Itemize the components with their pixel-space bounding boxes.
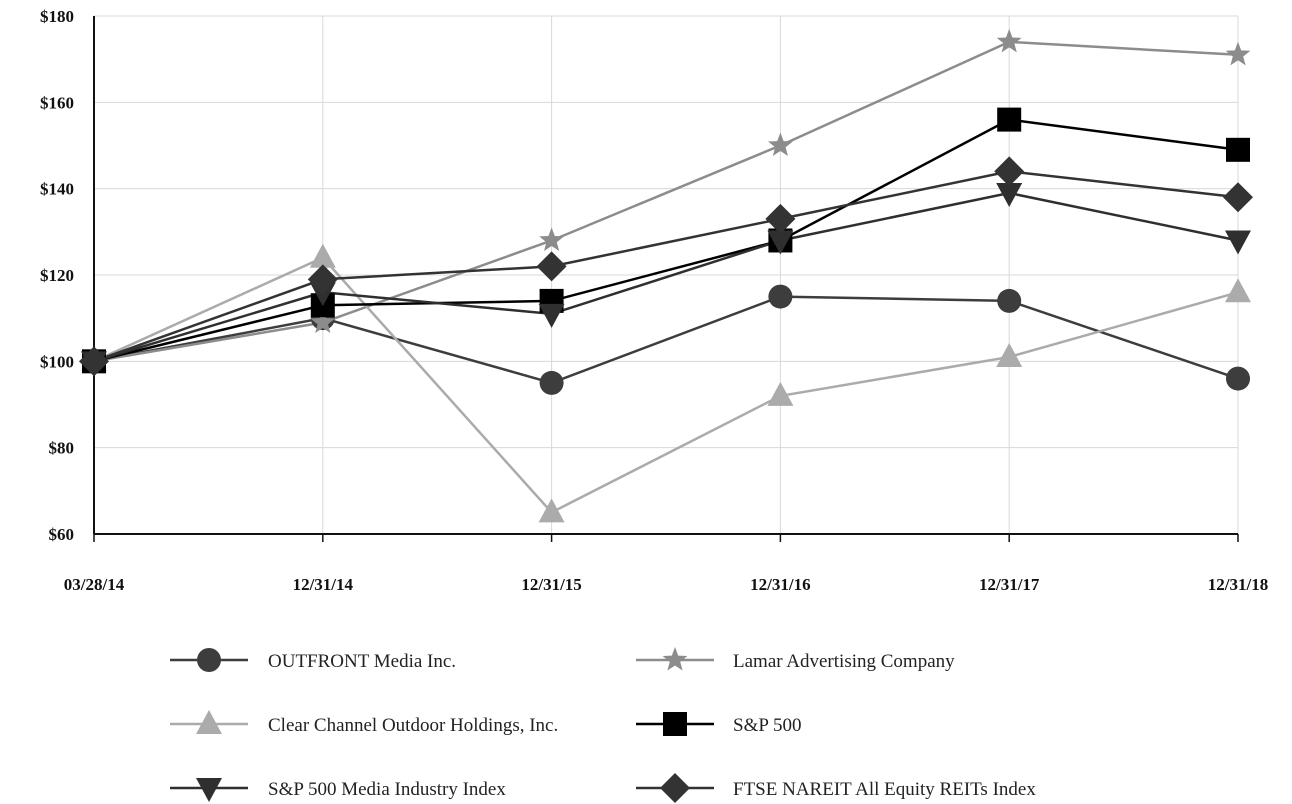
legend-label: Lamar Advertising Company — [733, 651, 955, 672]
legend-label: S&P 500 Media Industry Index — [268, 779, 506, 800]
series-s-p-500-media-industry-index — [94, 193, 1238, 361]
data-point — [539, 304, 565, 328]
data-point — [310, 244, 336, 268]
legend: OUTFRONT Media Inc. Lamar Advertising Com… — [170, 647, 1036, 803]
x-tick-label: 03/28/14 — [64, 575, 125, 594]
x-axis-ticks: 03/28/14 12/31/14 12/31/15 12/31/16 12/31/17… — [64, 575, 1268, 594]
legend-item: OUTFRONT Media Inc. — [170, 648, 456, 672]
y-axis-ticks: $60 $80 $100 $120 $140 $160 $180 — [40, 7, 74, 544]
y-tick-label: $180 — [40, 7, 74, 26]
legend-label: FTSE NAREIT All Equity REITs Index — [733, 779, 1036, 800]
x-tick-label: 12/31/16 — [750, 575, 810, 594]
legend-item: S&P 500 — [636, 712, 801, 736]
data-point — [1225, 278, 1251, 302]
data-point — [994, 156, 1024, 186]
legend-marker — [663, 712, 687, 736]
y-tick-label: $120 — [40, 266, 74, 285]
series-line — [94, 193, 1238, 361]
data-point — [537, 251, 567, 281]
legend-label: OUTFRONT Media Inc. — [268, 651, 456, 672]
data-point — [1226, 367, 1250, 391]
legend-label: Clear Channel Outdoor Holdings, Inc. — [268, 715, 558, 736]
markers-clear-channel-outdoor-holdings-inc — [81, 244, 1251, 523]
legend-item: FTSE NAREIT All Equity REITs Index — [636, 773, 1036, 803]
gridlines — [94, 16, 1238, 534]
series-line — [94, 258, 1238, 513]
legend-marker — [196, 778, 222, 802]
y-tick-label: $60 — [49, 525, 75, 544]
axes — [94, 16, 1238, 542]
y-tick-label: $160 — [40, 93, 74, 112]
legend-item: S&P 500 Media Industry Index — [170, 778, 506, 802]
markers-s-p-500-media-industry-index — [81, 183, 1251, 375]
y-tick-label: $140 — [40, 180, 74, 199]
legend-marker — [663, 647, 688, 671]
x-tick-label: 12/31/18 — [1208, 575, 1268, 594]
series-s-p-500 — [94, 120, 1238, 362]
y-tick-label: $80 — [49, 439, 75, 458]
markers-ftse-nareit-all-equity-reits-index — [79, 156, 1253, 376]
series-line — [94, 42, 1238, 361]
data-point — [997, 289, 1021, 313]
data-point — [1225, 230, 1251, 254]
series-lamar-advertising-company — [94, 42, 1238, 361]
data-point — [1223, 182, 1253, 212]
series-group — [79, 29, 1253, 523]
data-point — [540, 371, 564, 395]
series-line — [94, 120, 1238, 362]
legend-marker — [197, 648, 221, 672]
series-clear-channel-outdoor-holdings-inc — [94, 258, 1238, 513]
y-tick-label: $100 — [40, 352, 74, 371]
data-point — [997, 108, 1021, 132]
legend-item: Clear Channel Outdoor Holdings, Inc. — [170, 710, 558, 736]
data-point — [768, 285, 792, 309]
legend-item: Lamar Advertising Company — [636, 647, 955, 672]
legend-marker — [196, 710, 222, 734]
legend-marker — [660, 773, 690, 803]
x-tick-label: 12/31/14 — [293, 575, 354, 594]
x-tick-label: 12/31/15 — [521, 575, 581, 594]
data-point — [1226, 138, 1250, 162]
legend-label: S&P 500 — [733, 715, 801, 736]
x-tick-label: 12/31/17 — [979, 575, 1040, 594]
